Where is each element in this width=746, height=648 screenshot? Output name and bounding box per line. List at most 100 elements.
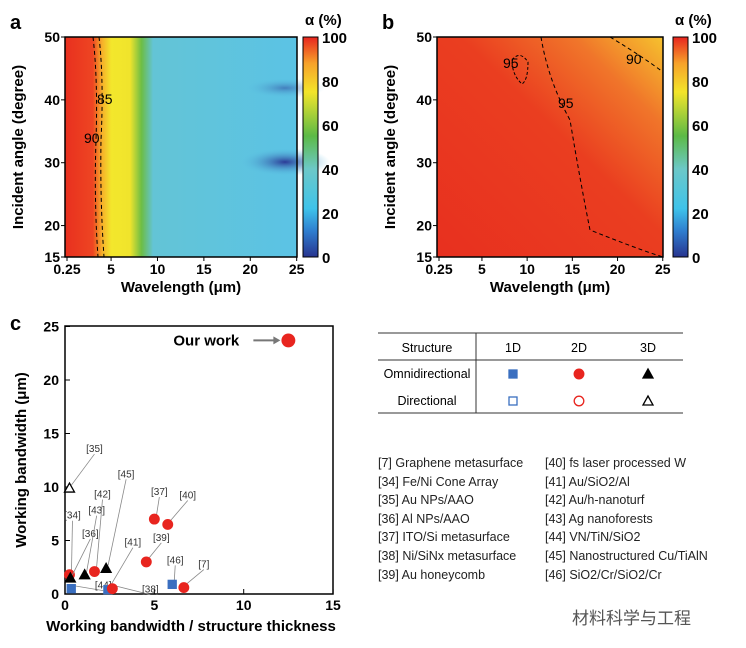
table-header: 1D [505, 341, 521, 355]
y-axis-label: Working bandwidth (μm) [13, 372, 30, 548]
legend-marker [508, 369, 518, 379]
x-tick-label: 5 [150, 597, 158, 613]
x-axis-label: Wavelength (μm) [121, 279, 241, 296]
data-point [281, 333, 296, 348]
annotation-arrow [73, 585, 104, 592]
y-tick-label: 20 [43, 372, 59, 388]
ref-item: [34] Fe/Ni Cone Array [378, 474, 499, 489]
colorbar-label: α (%) [675, 12, 712, 29]
annotation-arrow [185, 569, 205, 585]
y-tick-label: 50 [416, 29, 432, 45]
x-tick-label: 0 [61, 597, 69, 613]
data-point [66, 584, 76, 594]
legend-marker [641, 367, 655, 379]
x-tick-label: 15 [325, 597, 341, 613]
x-tick-label: 5 [478, 261, 486, 277]
our-work-label: Our work [173, 332, 240, 349]
y-tick-label: 15 [416, 249, 432, 265]
point-label: [42] [94, 490, 111, 501]
point-label: [43] [88, 506, 105, 517]
data-point [140, 556, 152, 568]
x-axis-label: Working bandwidth / structure thickness [46, 618, 336, 635]
legend-marker [573, 368, 585, 380]
data-point [64, 571, 77, 583]
legend-marker [508, 396, 518, 406]
colorbar-tick-label: 20 [322, 206, 339, 223]
point-label: [35] [86, 444, 103, 455]
panel-label: c [10, 313, 21, 335]
y-tick-label: 5 [51, 533, 59, 549]
data-point [162, 519, 174, 530]
x-tick-label: 15 [196, 261, 212, 277]
contour-label: 85 [97, 91, 113, 107]
data-point [167, 579, 177, 590]
panel-label: a [10, 12, 22, 34]
annotation-arrow [86, 515, 98, 572]
y-tick-label: 40 [44, 92, 60, 108]
y-tick-label: 30 [416, 155, 432, 171]
contour-line [540, 36, 664, 258]
annotation-arrow [109, 547, 134, 587]
colorbar-tick-label: 60 [322, 118, 339, 135]
point-label: [41] [125, 538, 142, 549]
annotation-arrow [107, 479, 127, 566]
ref-item: [40] fs laser processed W [545, 456, 687, 470]
data-point [63, 481, 76, 493]
annotation-arrow [71, 453, 95, 486]
legend-marker [573, 395, 585, 407]
point-label: [38] [142, 585, 159, 596]
plot-frame [64, 36, 298, 258]
plot-frame [436, 36, 664, 258]
data-point [99, 561, 113, 573]
ref-item: [45] Nanostructured Cu/TiAlN [545, 548, 708, 563]
contour-line [511, 55, 529, 85]
contour-line [98, 36, 105, 258]
y-axis-label: Incident angle (degree) [10, 65, 27, 229]
point-label: [7] [198, 560, 209, 571]
ref-item: [42] Au/h-nanoturf [545, 493, 645, 508]
ref-item: [37] ITO/Si metasurface [378, 530, 510, 545]
x-tick-label: 20 [242, 261, 258, 277]
colorbar-tick-label: 100 [322, 30, 347, 47]
ref-item: [41] Au/SiO2/Al [545, 474, 630, 489]
ref-item: [38] Ni/SiNx metasurface [378, 548, 517, 563]
colorbar-tick-label: 100 [692, 30, 717, 47]
panel-label: b [382, 12, 394, 34]
y-tick-label: 10 [43, 479, 59, 495]
table-header: 3D [640, 341, 656, 355]
heatmap [65, 37, 297, 257]
contour-line [92, 36, 99, 258]
ref-item: [35] Au NPs/AAO [378, 493, 474, 508]
annotation-arrow [114, 585, 151, 596]
ref-item: [46] SiO2/Cr/SiO2/Cr [545, 567, 662, 582]
colorbar-tick-label: 0 [692, 250, 700, 267]
annotation-arrow [169, 500, 189, 522]
colorbar-label: α (%) [305, 12, 342, 29]
colorbar-tick-label: 40 [692, 162, 709, 179]
y-tick-label: 15 [44, 249, 60, 265]
y-tick-label: 50 [44, 29, 60, 45]
x-axis-label: Wavelength (μm) [490, 279, 610, 296]
table-header: Structure [402, 341, 453, 355]
watermark: 材料科学与工程 [572, 609, 691, 628]
colorbar [672, 36, 689, 258]
colorbar-tick-label: 40 [322, 162, 339, 179]
x-tick-label: 0.25 [53, 261, 80, 277]
colorbar-tick-label: 60 [692, 118, 709, 135]
colorbar [302, 36, 319, 258]
contour-label: 95 [503, 55, 519, 71]
x-tick-label: 10 [150, 261, 166, 277]
y-tick-label: 20 [416, 218, 432, 234]
y-tick-label: 15 [43, 426, 59, 442]
annotation-arrow [155, 497, 160, 517]
plot-frame [64, 325, 334, 595]
x-tick-label: 20 [610, 261, 626, 277]
colorbar-tick-label: 0 [322, 250, 330, 267]
y-tick-label: 25 [43, 319, 59, 335]
annotation-arrow [71, 520, 73, 572]
colorbar-tick-label: 80 [692, 74, 709, 91]
ref-item: [43] Ag nanoforests [545, 511, 653, 526]
reference-list-right: [40] fs laser processed W [41] Au/SiO2/A… [545, 454, 708, 584]
contour-line [609, 36, 664, 73]
